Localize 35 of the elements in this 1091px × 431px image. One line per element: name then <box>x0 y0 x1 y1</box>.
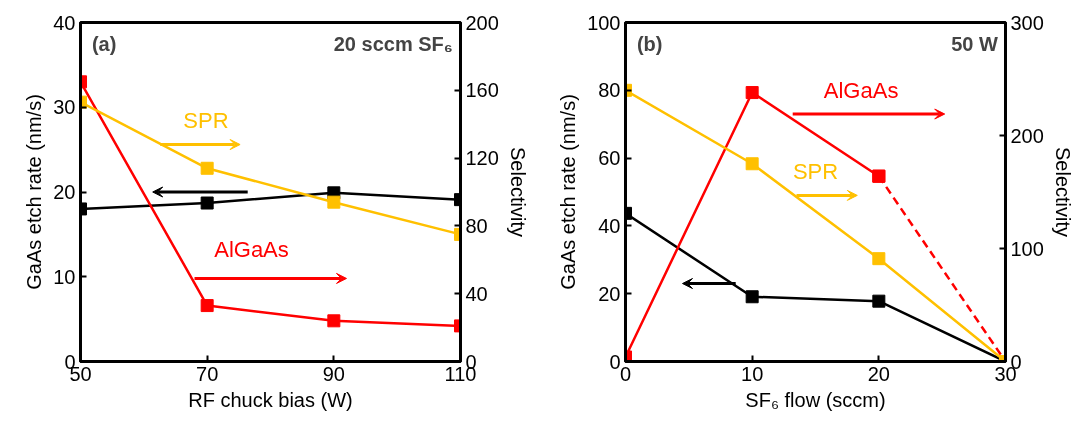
y2-tick-label: 300 <box>1010 11 1044 34</box>
x-tick-label: 90 <box>322 362 345 385</box>
y2-tick-label: 200 <box>1010 124 1044 147</box>
y-tick-label: 10 <box>53 265 76 288</box>
y2-tick-label: 200 <box>465 11 499 34</box>
y-tick-label: 40 <box>598 214 621 237</box>
y-tick-label: 20 <box>53 181 76 203</box>
series-label: SPR <box>792 159 839 185</box>
x-tick-label: 20 <box>867 362 890 385</box>
x-tick-label: 10 <box>741 362 764 385</box>
text: (b) <box>636 32 663 55</box>
y2-tick-label: 120 <box>465 147 499 170</box>
y2-tick-label: 40 <box>465 282 488 305</box>
y-tick-label: 80 <box>598 79 621 102</box>
y-axis-title: GaAs etch rate (nm/s) <box>23 94 46 290</box>
y2-tick-label: 100 <box>1010 237 1044 260</box>
y-tick-label: 20 <box>598 282 621 305</box>
text: (a) <box>91 32 117 55</box>
y2-axis-title: Selectivity <box>506 146 529 238</box>
text: 20 sccm SF₆ <box>333 32 453 55</box>
series-label: AlGaAs <box>214 237 289 263</box>
x-axis-title: RF chuck bias (W) <box>188 388 353 411</box>
y-tick-label: 40 <box>53 11 76 34</box>
text: 50 W <box>951 32 999 55</box>
y2-axis-title: Selectivity <box>1051 146 1074 238</box>
y2-tick-label: 80 <box>465 214 488 237</box>
series-label: SPR <box>183 108 229 134</box>
y-tick-label: 100 <box>587 11 621 34</box>
y-axis-title: GaAs etch rate (nm/s) <box>557 94 580 290</box>
x-axis-title: SF₆ flow (sccm) <box>745 388 886 411</box>
y-tick-label: 30 <box>53 96 76 119</box>
x-tick-label: 70 <box>196 362 219 385</box>
y-tick-label: 60 <box>598 147 621 170</box>
series-label: AlGaAs <box>823 77 899 103</box>
y2-tick-label: 160 <box>465 79 499 102</box>
